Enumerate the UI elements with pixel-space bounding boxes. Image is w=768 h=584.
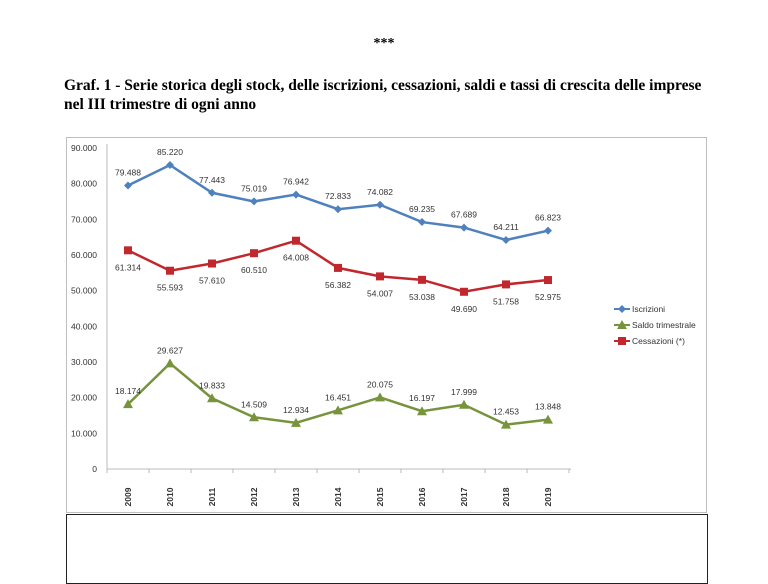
iscrizioni-data-label: 64.211 [493, 222, 519, 232]
saldo-trimestrale-data-label: 16.451 [325, 392, 351, 402]
y-tick-label: 90.000 [71, 143, 97, 153]
section-separator: *** [373, 36, 395, 51]
cessazioni-point [460, 287, 468, 296]
x-tick-label: 2019 [543, 487, 553, 506]
iscrizioni-point [166, 161, 174, 170]
cessazioni-point [250, 249, 258, 258]
cessazioni-data-label: 49.690 [451, 304, 477, 314]
x-tick-label: 2013 [291, 487, 301, 506]
x-tick-label: 2012 [249, 487, 259, 506]
saldo-trimestrale-point [501, 419, 511, 429]
saldo-trimestrale-data-label: 20.075 [367, 379, 393, 389]
cessazioni-data-label: 57.610 [199, 276, 225, 286]
iscrizioni-point [544, 226, 552, 235]
iscrizioni-point [376, 200, 384, 209]
saldo-trimestrale-data-label: 29.627 [157, 345, 183, 355]
cessazioni-point [292, 236, 300, 245]
y-tick-label: 20.000 [71, 393, 97, 403]
cessazioni-point [376, 272, 384, 281]
saldo-trimestrale-point [291, 417, 301, 427]
cessazioni-data-label: 60.510 [241, 265, 267, 275]
iscrizioni-point [250, 197, 258, 206]
y-tick-label: 70.000 [71, 214, 97, 224]
y-tick-label: 10.000 [71, 428, 97, 438]
iscrizioni-line [127, 163, 549, 242]
cessazioni-data-label: 51.758 [493, 296, 519, 306]
iscrizioni-point [334, 205, 342, 214]
x-tick-label: 2009 [123, 487, 133, 506]
chart-frame [66, 137, 707, 513]
y-tick-label: 80.000 [71, 179, 97, 189]
x-tick-label: 2016 [417, 487, 427, 506]
iscrizioni-point [208, 188, 216, 197]
cessazioni-point [208, 259, 216, 268]
saldo-trimestrale-point [333, 405, 343, 415]
saldo-trimestrale-data-label: 13.848 [535, 402, 561, 412]
x-tick-label: 2015 [375, 487, 385, 506]
saldo-trimestrale-data-label: 14.509 [241, 399, 267, 409]
x-tick-label: 2018 [501, 487, 511, 506]
y-tick-label: 40.000 [71, 321, 97, 331]
cessazioni-legend-label: Cessazioni (*) [632, 336, 685, 346]
cessazioni-data-label: 55.593 [157, 283, 183, 293]
iscrizioni-data-label: 67.689 [451, 210, 477, 220]
saldo-trimestrale-legend-marker [617, 320, 627, 329]
saldo-trimestrale-data-label: 12.934 [283, 405, 309, 415]
saldo-trimestrale-data-label: 16.197 [409, 393, 435, 403]
saldo-trimestrale-data-label: 12.453 [493, 407, 519, 417]
iscrizioni-data-label: 76.942 [283, 177, 309, 187]
saldo-trimestrale-data-label: 18.174 [115, 386, 141, 396]
saldo-trimestrale-point [543, 414, 553, 424]
cessazioni-point [418, 275, 426, 284]
cessazioni-point [124, 246, 132, 255]
x-tick-label: 2017 [459, 487, 469, 506]
saldo-trimestrale-point [207, 393, 217, 403]
cessazioni-point [502, 280, 510, 289]
cessazioni-data-label: 52.975 [535, 292, 561, 302]
saldo-trimestrale-point [165, 358, 175, 368]
saldo-trimestrale-data-label: 17.999 [451, 387, 477, 397]
iscrizioni-data-label: 69.235 [409, 204, 435, 214]
x-tick-label: 2014 [333, 487, 343, 506]
iscrizioni-point [124, 181, 132, 190]
iscrizioni-legend-marker [618, 305, 626, 313]
cessazioni-point [334, 263, 342, 272]
cessazioni-point [166, 266, 174, 275]
y-tick-label: 50.000 [71, 286, 97, 296]
iscrizioni-legend-label: Iscrizioni [632, 304, 665, 314]
cessazioni-data-label: 53.038 [409, 292, 435, 302]
iscrizioni-data-label: 66.823 [535, 213, 561, 223]
iscrizioni-data-label: 74.082 [367, 187, 393, 197]
saldo-trimestrale-point [417, 406, 427, 416]
cessazioni-data-label: 54.007 [367, 288, 393, 298]
iscrizioni-data-label: 77.443 [199, 175, 225, 185]
cessazioni-point [544, 276, 552, 285]
iscrizioni-data-label: 85.220 [157, 147, 183, 157]
saldo-trimestrale-point [375, 392, 385, 402]
iscrizioni-point [460, 223, 468, 232]
saldo-trimestrale-data-label: 19.833 [199, 380, 225, 390]
iscrizioni-data-label: 72.833 [325, 191, 351, 201]
cessazioni-data-label: 64.008 [283, 253, 309, 263]
cessazioni-legend-marker [618, 337, 626, 345]
iscrizioni-point [502, 235, 510, 244]
x-tick-label: 2010 [165, 487, 175, 506]
cessazioni-data-label: 56.382 [325, 280, 351, 290]
cessazioni-data-label: 61.314 [115, 262, 141, 272]
saldo-trimestrale-point [249, 412, 259, 422]
iscrizioni-data-label: 79.488 [115, 167, 141, 177]
saldo-trimestrale-point [123, 399, 133, 409]
y-tick-label: 60.000 [71, 250, 97, 260]
iscrizioni-data-label: 75.019 [241, 183, 267, 193]
saldo-trimestrale-legend-label: Saldo trimestrale [632, 320, 696, 330]
y-tick-label: 30.000 [71, 357, 97, 367]
y-tick-label: 0 [92, 464, 97, 474]
iscrizioni-point [418, 218, 426, 227]
saldo-trimestrale-point [459, 399, 469, 409]
x-tick-label: 2011 [207, 488, 217, 507]
chart-title: Graf. 1 - Serie storica degli stock, del… [64, 77, 702, 113]
iscrizioni-point [292, 190, 300, 199]
